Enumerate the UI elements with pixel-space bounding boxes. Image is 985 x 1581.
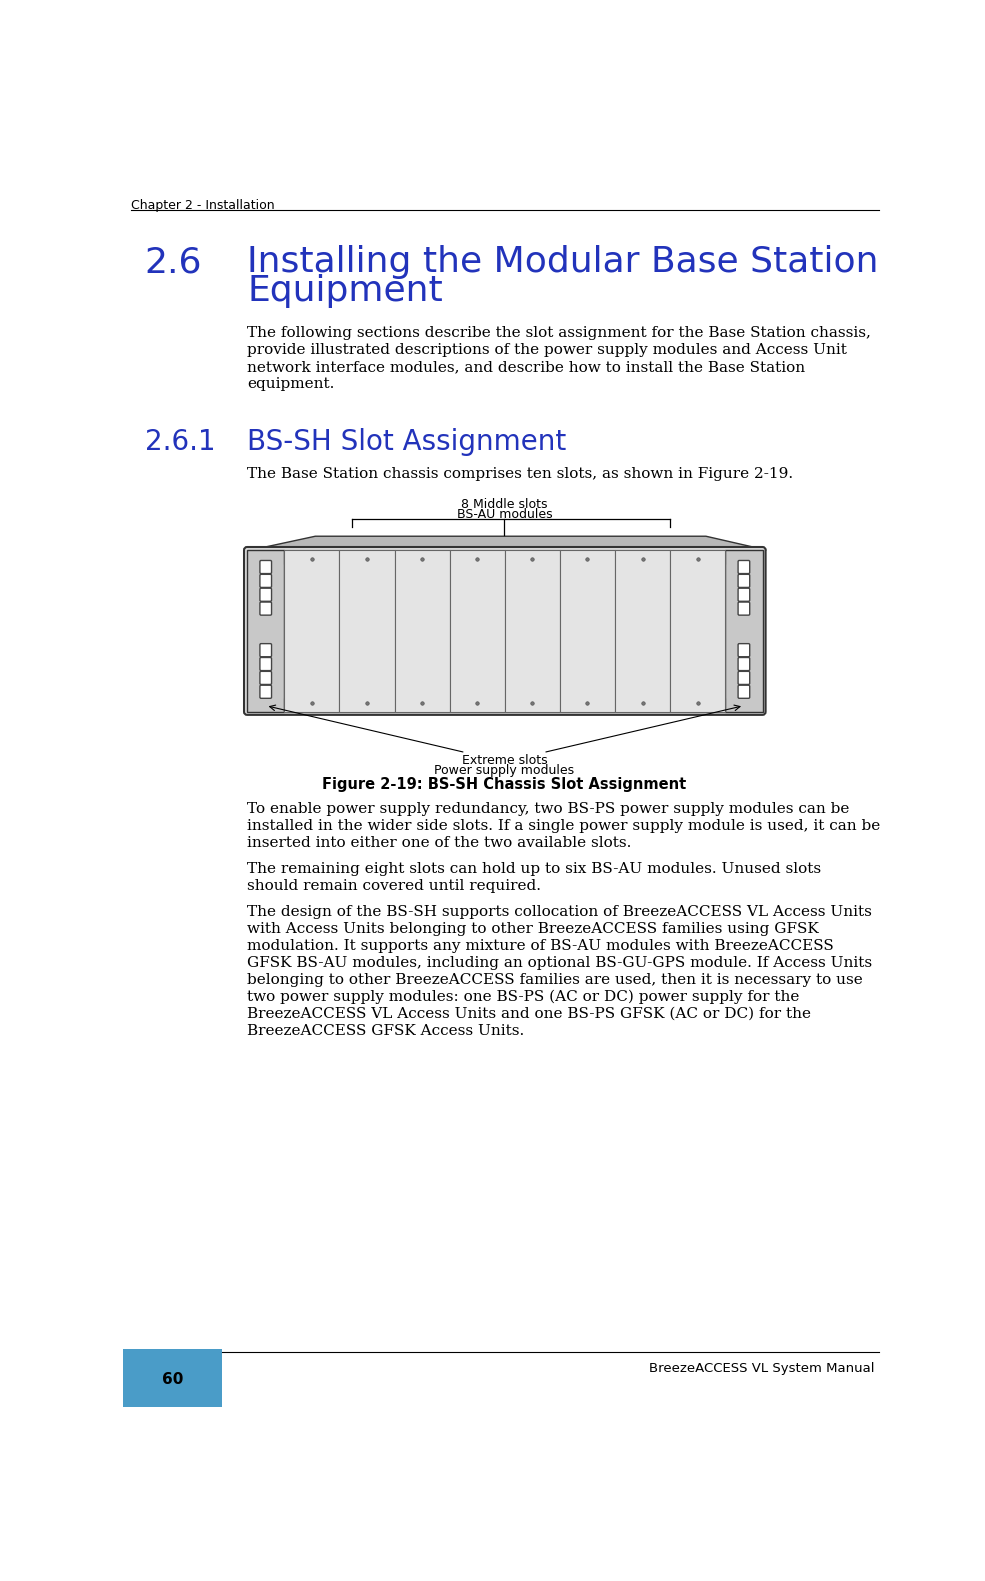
Bar — [615, 550, 670, 711]
FancyBboxPatch shape — [738, 685, 750, 699]
Text: inserted into either one of the two available slots.: inserted into either one of the two avai… — [247, 836, 631, 849]
Bar — [450, 550, 505, 711]
FancyBboxPatch shape — [738, 658, 750, 670]
FancyBboxPatch shape — [738, 574, 750, 588]
Text: BS-AU modules: BS-AU modules — [457, 508, 553, 520]
Text: two power supply modules: one BS-PS (AC or DC) power supply for the: two power supply modules: one BS-PS (AC … — [247, 990, 800, 1004]
Text: BreezeACCESS VL Access Units and one BS-PS GFSK (AC or DC) for the: BreezeACCESS VL Access Units and one BS-… — [247, 1007, 811, 1021]
Text: belonging to other BreezeACCESS families are used, then it is necessary to use: belonging to other BreezeACCESS families… — [247, 972, 863, 987]
Text: should remain covered until required.: should remain covered until required. — [247, 879, 541, 893]
Polygon shape — [251, 536, 766, 550]
Bar — [285, 550, 725, 564]
Text: Installing the Modular Base Station: Installing the Modular Base Station — [247, 245, 879, 280]
FancyBboxPatch shape — [260, 574, 272, 588]
Text: BreezeACCESS GFSK Access Units.: BreezeACCESS GFSK Access Units. — [247, 1023, 524, 1037]
FancyBboxPatch shape — [738, 672, 750, 685]
Text: The remaining eight slots can hold up to six BS-AU modules. Unused slots: The remaining eight slots can hold up to… — [247, 862, 821, 876]
Text: Figure 2-19: BS-SH Chassis Slot Assignment: Figure 2-19: BS-SH Chassis Slot Assignme… — [322, 778, 687, 792]
Text: network interface modules, and describe how to install the Base Station: network interface modules, and describe … — [247, 360, 806, 373]
Bar — [247, 550, 285, 711]
Text: 2.6: 2.6 — [145, 245, 202, 280]
FancyBboxPatch shape — [260, 588, 272, 601]
Bar — [340, 550, 395, 711]
Text: installed in the wider side slots. If a single power supply module is used, it c: installed in the wider side slots. If a … — [247, 819, 881, 833]
Text: Power supply modules: Power supply modules — [434, 764, 574, 778]
FancyBboxPatch shape — [260, 658, 272, 670]
FancyBboxPatch shape — [738, 588, 750, 601]
Text: Chapter 2 - Installation: Chapter 2 - Installation — [131, 199, 275, 212]
Bar — [505, 550, 559, 711]
FancyBboxPatch shape — [244, 547, 765, 715]
Text: 2.6.1: 2.6.1 — [145, 428, 216, 457]
Text: 8 Middle slots: 8 Middle slots — [461, 498, 548, 511]
Bar — [559, 550, 615, 711]
Text: BS-SH Slot Assignment: BS-SH Slot Assignment — [247, 428, 566, 457]
Text: modulation. It supports any mixture of BS-AU modules with BreezeACCESS: modulation. It supports any mixture of B… — [247, 939, 834, 953]
Text: The design of the BS-SH supports collocation of BreezeACCESS VL Access Units: The design of the BS-SH supports colloca… — [247, 904, 872, 919]
FancyBboxPatch shape — [260, 672, 272, 685]
FancyBboxPatch shape — [260, 561, 272, 574]
Text: The Base Station chassis comprises ten slots, as shown in Figure 2-19.: The Base Station chassis comprises ten s… — [247, 466, 793, 481]
FancyBboxPatch shape — [260, 685, 272, 699]
Text: 60: 60 — [163, 1372, 183, 1387]
Text: The following sections describe the slot assignment for the Base Station chassis: The following sections describe the slot… — [247, 326, 871, 340]
Text: Extreme slots: Extreme slots — [462, 754, 548, 767]
Bar — [670, 550, 725, 711]
Bar — [395, 550, 450, 711]
FancyBboxPatch shape — [260, 602, 272, 615]
Bar — [285, 550, 340, 711]
Text: To enable power supply redundancy, two BS-PS power supply modules can be: To enable power supply redundancy, two B… — [247, 802, 849, 816]
Text: provide illustrated descriptions of the power supply modules and Access Unit: provide illustrated descriptions of the … — [247, 343, 847, 357]
Bar — [725, 550, 762, 711]
Text: BreezeACCESS VL System Manual: BreezeACCESS VL System Manual — [649, 1361, 875, 1374]
Text: with Access Units belonging to other BreezeACCESS families using GFSK: with Access Units belonging to other Bre… — [247, 922, 819, 936]
Text: Equipment: Equipment — [247, 275, 443, 308]
FancyBboxPatch shape — [260, 643, 272, 656]
FancyBboxPatch shape — [738, 561, 750, 574]
Text: equipment.: equipment. — [247, 376, 335, 391]
FancyBboxPatch shape — [738, 643, 750, 656]
Text: GFSK BS-AU modules, including an optional BS-GU-GPS module. If Access Units: GFSK BS-AU modules, including an optiona… — [247, 957, 873, 969]
Bar — [285, 697, 725, 711]
Bar — [123, 1349, 223, 1407]
FancyBboxPatch shape — [738, 602, 750, 615]
